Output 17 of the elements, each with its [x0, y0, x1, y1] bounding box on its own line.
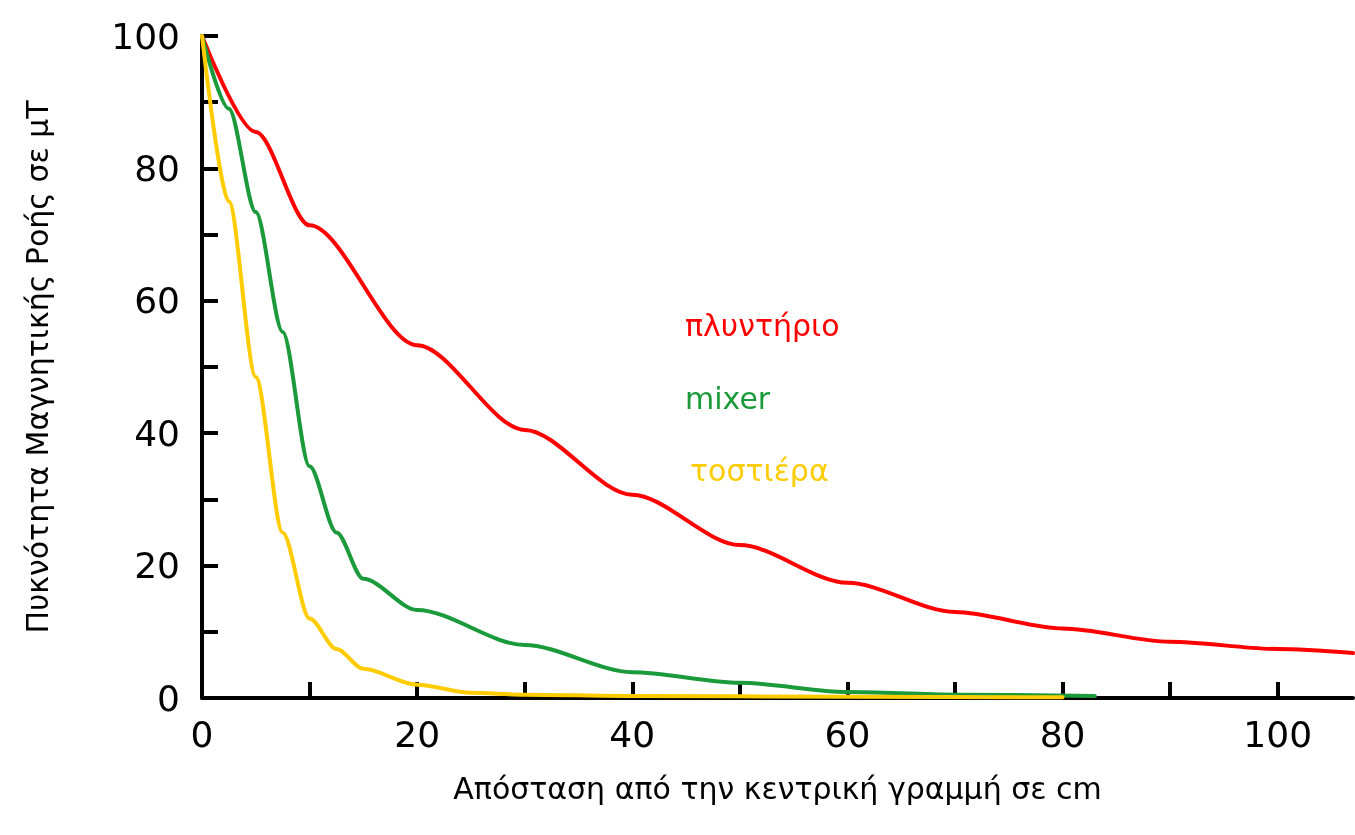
text: mixer	[685, 380, 771, 416]
x-tick-label: 0	[190, 713, 214, 755]
y-axis-title: Πυκνότητα Μαγνητικής Ροής σε μT	[19, 99, 55, 634]
x-tick-label: 40	[609, 713, 656, 755]
x-tick-label: 80	[1039, 713, 1086, 755]
y-tick-label: 80	[134, 147, 180, 189]
x-tick-label: 60	[824, 713, 871, 755]
y-tick-label: 40	[134, 412, 180, 454]
text: τοστιέρα	[690, 452, 829, 488]
text: πλυντήριο	[685, 307, 840, 343]
y-tick-label: 20	[134, 545, 180, 587]
y-tick-label: 0	[157, 677, 180, 719]
y-tick-label: 100	[111, 15, 180, 57]
x-tick-label: 100	[1243, 713, 1313, 755]
y-tick-label: 60	[134, 280, 180, 322]
x-axis-title: Απόσταση από την κεντρική γραμμή σε cm	[453, 770, 1102, 806]
x-tick-label: 20	[394, 713, 441, 755]
